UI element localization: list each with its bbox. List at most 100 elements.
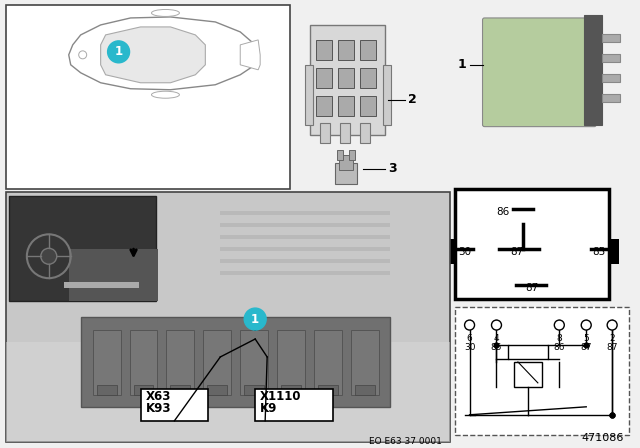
Text: 4: 4 (493, 334, 499, 343)
Bar (220, 224, 390, 227)
Bar (316, 96, 332, 116)
Bar (277, 330, 305, 395)
Text: 87: 87 (606, 343, 618, 352)
Bar (508, 345, 548, 359)
Bar (166, 330, 195, 395)
Bar (129, 330, 157, 395)
Bar (310, 25, 385, 134)
Bar (340, 123, 350, 142)
Text: 85: 85 (592, 247, 605, 257)
Text: 86: 86 (554, 343, 565, 352)
Text: 85: 85 (491, 343, 502, 352)
Bar (338, 40, 354, 60)
Circle shape (79, 51, 86, 59)
Bar (584, 15, 602, 125)
Bar (220, 247, 390, 251)
Bar (602, 94, 620, 102)
Bar (360, 123, 370, 142)
Bar (355, 385, 375, 395)
Circle shape (581, 320, 591, 330)
Bar (93, 330, 120, 395)
Bar (514, 362, 542, 387)
Bar (68, 249, 159, 301)
Polygon shape (240, 40, 260, 70)
Bar (314, 330, 342, 395)
Bar (281, 385, 301, 395)
Bar (305, 65, 313, 125)
Circle shape (465, 320, 474, 330)
Bar (454, 190, 609, 299)
Text: X1110: X1110 (260, 390, 301, 403)
Bar (134, 385, 154, 395)
Text: K93: K93 (145, 402, 171, 415)
Text: X63: X63 (145, 390, 171, 403)
Bar (220, 271, 390, 275)
FancyBboxPatch shape (483, 18, 596, 127)
Ellipse shape (152, 91, 179, 98)
Bar (81, 317, 390, 407)
Ellipse shape (152, 9, 179, 17)
Bar (351, 330, 379, 395)
Bar (220, 235, 390, 239)
Bar (240, 330, 268, 395)
Text: 1: 1 (115, 45, 123, 58)
Bar (170, 385, 190, 395)
Bar (244, 385, 264, 395)
Bar (318, 385, 338, 395)
Bar (316, 40, 332, 60)
Text: 471086: 471086 (582, 433, 624, 443)
Text: 3: 3 (388, 162, 396, 175)
Text: 1: 1 (251, 313, 259, 326)
Text: 2: 2 (609, 334, 615, 343)
Bar (609, 239, 619, 264)
Polygon shape (100, 27, 205, 83)
Polygon shape (68, 17, 258, 90)
Bar (337, 150, 343, 159)
Bar (360, 40, 376, 60)
Bar (6, 342, 450, 442)
Bar (383, 65, 391, 125)
Bar (349, 150, 355, 159)
Bar (335, 163, 357, 185)
Text: 87: 87 (525, 283, 538, 293)
Bar (360, 96, 376, 116)
Bar (316, 68, 332, 88)
Circle shape (554, 320, 564, 330)
Bar (445, 239, 454, 264)
Text: 8: 8 (556, 334, 562, 343)
Bar (338, 96, 354, 116)
Text: 5: 5 (583, 334, 589, 343)
Text: 87: 87 (580, 343, 592, 352)
Text: 87: 87 (510, 247, 523, 257)
Bar (320, 123, 330, 142)
Bar (6, 5, 290, 190)
Circle shape (41, 248, 57, 264)
Bar (602, 74, 620, 82)
Bar (97, 385, 116, 395)
Text: 86: 86 (496, 207, 509, 217)
Circle shape (607, 320, 617, 330)
Bar (454, 307, 629, 435)
Bar (9, 196, 156, 301)
Bar (141, 389, 209, 421)
Bar (338, 68, 354, 88)
Text: 6: 6 (467, 334, 472, 343)
Text: 1: 1 (458, 58, 467, 71)
Bar (339, 155, 353, 169)
Circle shape (108, 41, 129, 63)
Text: 30: 30 (464, 343, 476, 352)
Bar (204, 330, 231, 395)
Bar (255, 389, 333, 421)
Text: 30: 30 (459, 247, 472, 257)
Text: K9: K9 (260, 402, 278, 415)
Bar (602, 54, 620, 62)
Text: 2: 2 (408, 93, 417, 106)
Bar (360, 68, 376, 88)
Bar (220, 259, 390, 263)
Text: EO E63 37 0001: EO E63 37 0001 (369, 437, 442, 446)
Bar (6, 193, 450, 442)
Bar (220, 211, 390, 215)
Bar (64, 282, 138, 288)
Circle shape (244, 308, 266, 330)
Bar (602, 34, 620, 42)
